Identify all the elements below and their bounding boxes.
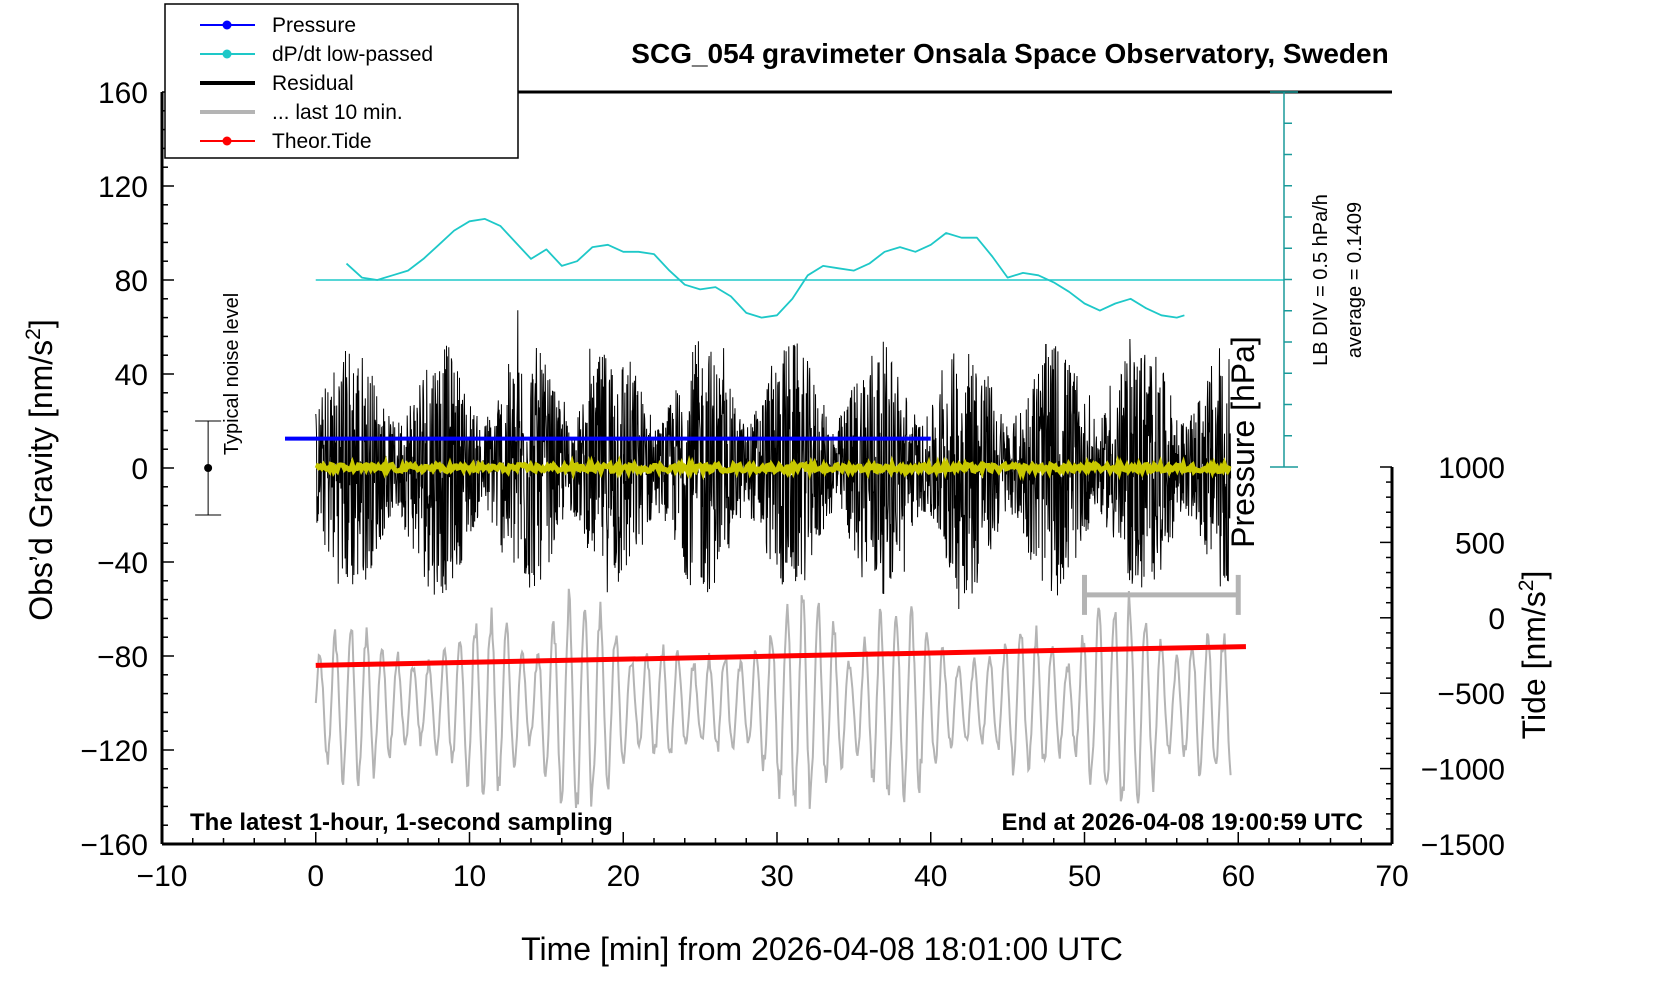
x-tick-label: 20 (607, 860, 640, 893)
legend-marker (222, 136, 232, 146)
legend-label: Theor.Tide (272, 130, 372, 153)
y-tick-label: −160 (80, 829, 148, 862)
x-tick-label: 70 (1375, 860, 1408, 893)
tide-tick-label: 0 (1488, 603, 1505, 636)
legend-label: Pressure (272, 14, 356, 37)
note-left: The latest 1-hour, 1-second sampling (190, 809, 613, 836)
y-tick-label: 160 (98, 77, 148, 110)
y-tick-labels: −160 −120 −80 −40 0 40 80 120 160 (80, 77, 148, 862)
series-layer (195, 218, 1284, 809)
y-axis-title-right: Tide [nm/s2] (1515, 571, 1552, 740)
y-tick-label: −120 (80, 735, 148, 768)
legend-label: ... last 10 min. (272, 101, 403, 124)
x-axis-title: Time [min] from 2026-04-08 18:01:00 UTC (521, 931, 1123, 967)
x-tick-label: −10 (137, 860, 188, 893)
x-tick-label: 0 (307, 860, 324, 893)
x-tick-label: 50 (1068, 860, 1101, 893)
tide-tick-label: −500 (1437, 678, 1505, 711)
y-tick-label: 80 (115, 265, 148, 298)
pressure-axis (1270, 91, 1298, 468)
chart-title: SCG_054 gravimeter Onsala Space Observat… (631, 38, 1388, 69)
x-tick-label: 30 (760, 860, 793, 893)
tide-tick-label: 500 (1455, 527, 1505, 560)
y-axis-title-left: Obs’d Gravity [nm/s2] (22, 319, 59, 621)
note-right: End at 2026-04-08 19:00:59 UTC (1002, 809, 1364, 836)
residual-lowpass-line (314, 455, 1232, 482)
tide-tick-label: −1000 (1421, 754, 1505, 787)
legend-marker (222, 49, 232, 59)
x-tick-label: 40 (914, 860, 947, 893)
pressure-scale-text: LB DIV = 0.5 hPa/h (1310, 194, 1332, 366)
y-tick-label: −40 (97, 547, 148, 580)
y-tick-label: 40 (115, 359, 148, 392)
tide-tick-label: 1000 (1438, 452, 1505, 485)
x-tick-labels: −10 0 10 20 30 40 50 60 70 (137, 860, 1409, 893)
x-tick-label: 60 (1222, 860, 1255, 893)
y-tick-label: 120 (98, 171, 148, 204)
tide-tick-labels: −1500 −1000 −500 0 500 1000 (1421, 452, 1505, 862)
x-tick-label: 10 (453, 860, 486, 893)
dpdt-line (345, 218, 1185, 319)
legend: Pressure dP/dt low-passed Residual ... last… (164, 3, 519, 159)
theor-tide-line (315, 644, 1246, 668)
legend-label: Residual (272, 72, 354, 95)
y-tick-label: 0 (131, 453, 148, 486)
noise-bar-dot (204, 464, 213, 472)
y-tick-label: −80 (97, 641, 148, 674)
average-text: average = 0.1409 (1344, 202, 1366, 358)
residual-line (315, 310, 1232, 610)
legend-marker (222, 20, 232, 30)
legend-label: dP/dt low-passed (272, 43, 433, 66)
last-10-min-line (314, 588, 1232, 809)
tide-tick-label: −1500 (1421, 829, 1505, 862)
noise-level-label: Typical noise level (221, 293, 243, 455)
pressure-axis-title: Pressure [hPa] (1225, 336, 1261, 548)
